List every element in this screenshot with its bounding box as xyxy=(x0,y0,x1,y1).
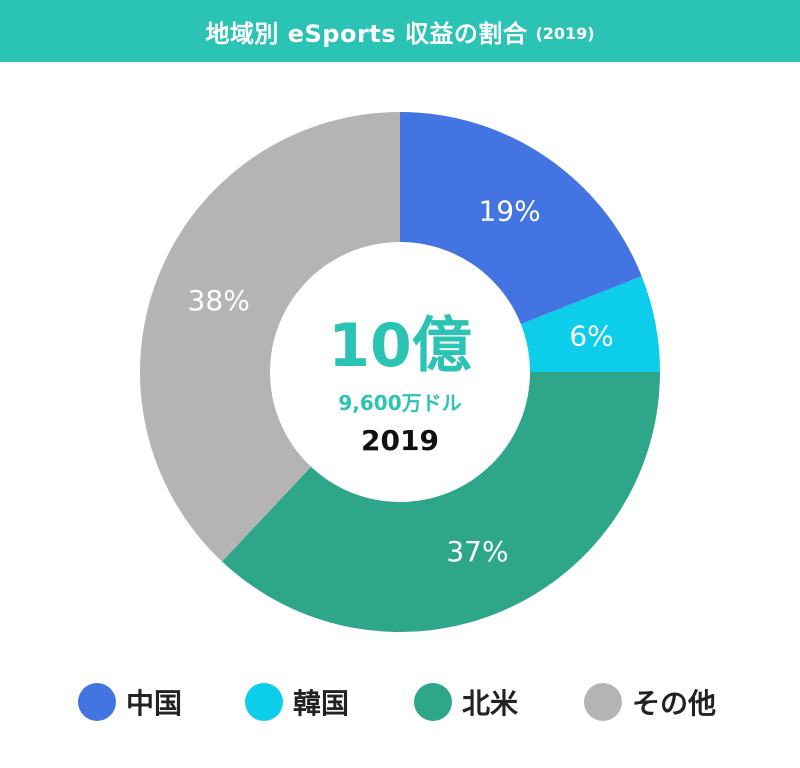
chart-title: 地域別 eSports 収益の割合 xyxy=(205,19,528,48)
center-total: 10億 xyxy=(328,311,472,381)
slice-label-1: 6% xyxy=(569,319,613,352)
legend-item-korea: 韓国 xyxy=(245,680,349,724)
legend-swatch xyxy=(78,683,116,721)
slice-3 xyxy=(140,112,400,562)
legend-item-north-america: 北米 xyxy=(414,680,518,724)
slice-2 xyxy=(222,372,660,632)
donut-hole xyxy=(270,242,530,502)
legend-label: 韓国 xyxy=(293,687,350,720)
legend-swatch xyxy=(584,683,622,721)
chart-legend: 中国 韓国 北米 その他 xyxy=(0,680,800,724)
legend-label: 北米 xyxy=(462,687,519,720)
center-year: 2019 xyxy=(361,424,439,457)
legend-swatch xyxy=(245,683,283,721)
legend-label: その他 xyxy=(632,687,717,720)
slice-label-0: 19% xyxy=(478,195,540,228)
legend-item-china: 中国 xyxy=(78,680,182,724)
legend-swatch xyxy=(414,683,452,721)
legend-label: 中国 xyxy=(126,687,183,720)
slice-label-2: 37% xyxy=(446,535,508,568)
center-subtotal: 9,600万ドル xyxy=(338,391,461,415)
center-group: 10億 9,600万ドル 2019 xyxy=(270,242,530,502)
donut-chart: 19% 6% 37% 38% 10億 9,600万ドル 2019 xyxy=(140,112,660,632)
slice-label-3: 38% xyxy=(188,284,250,317)
chart-header: 地域別 eSports 収益の割合 (2019) xyxy=(0,0,800,62)
legend-item-other: その他 xyxy=(584,680,716,724)
chart-subtitle: (2019) xyxy=(535,23,595,43)
slice-labels-group: 19% 6% 37% 38% xyxy=(188,195,614,568)
